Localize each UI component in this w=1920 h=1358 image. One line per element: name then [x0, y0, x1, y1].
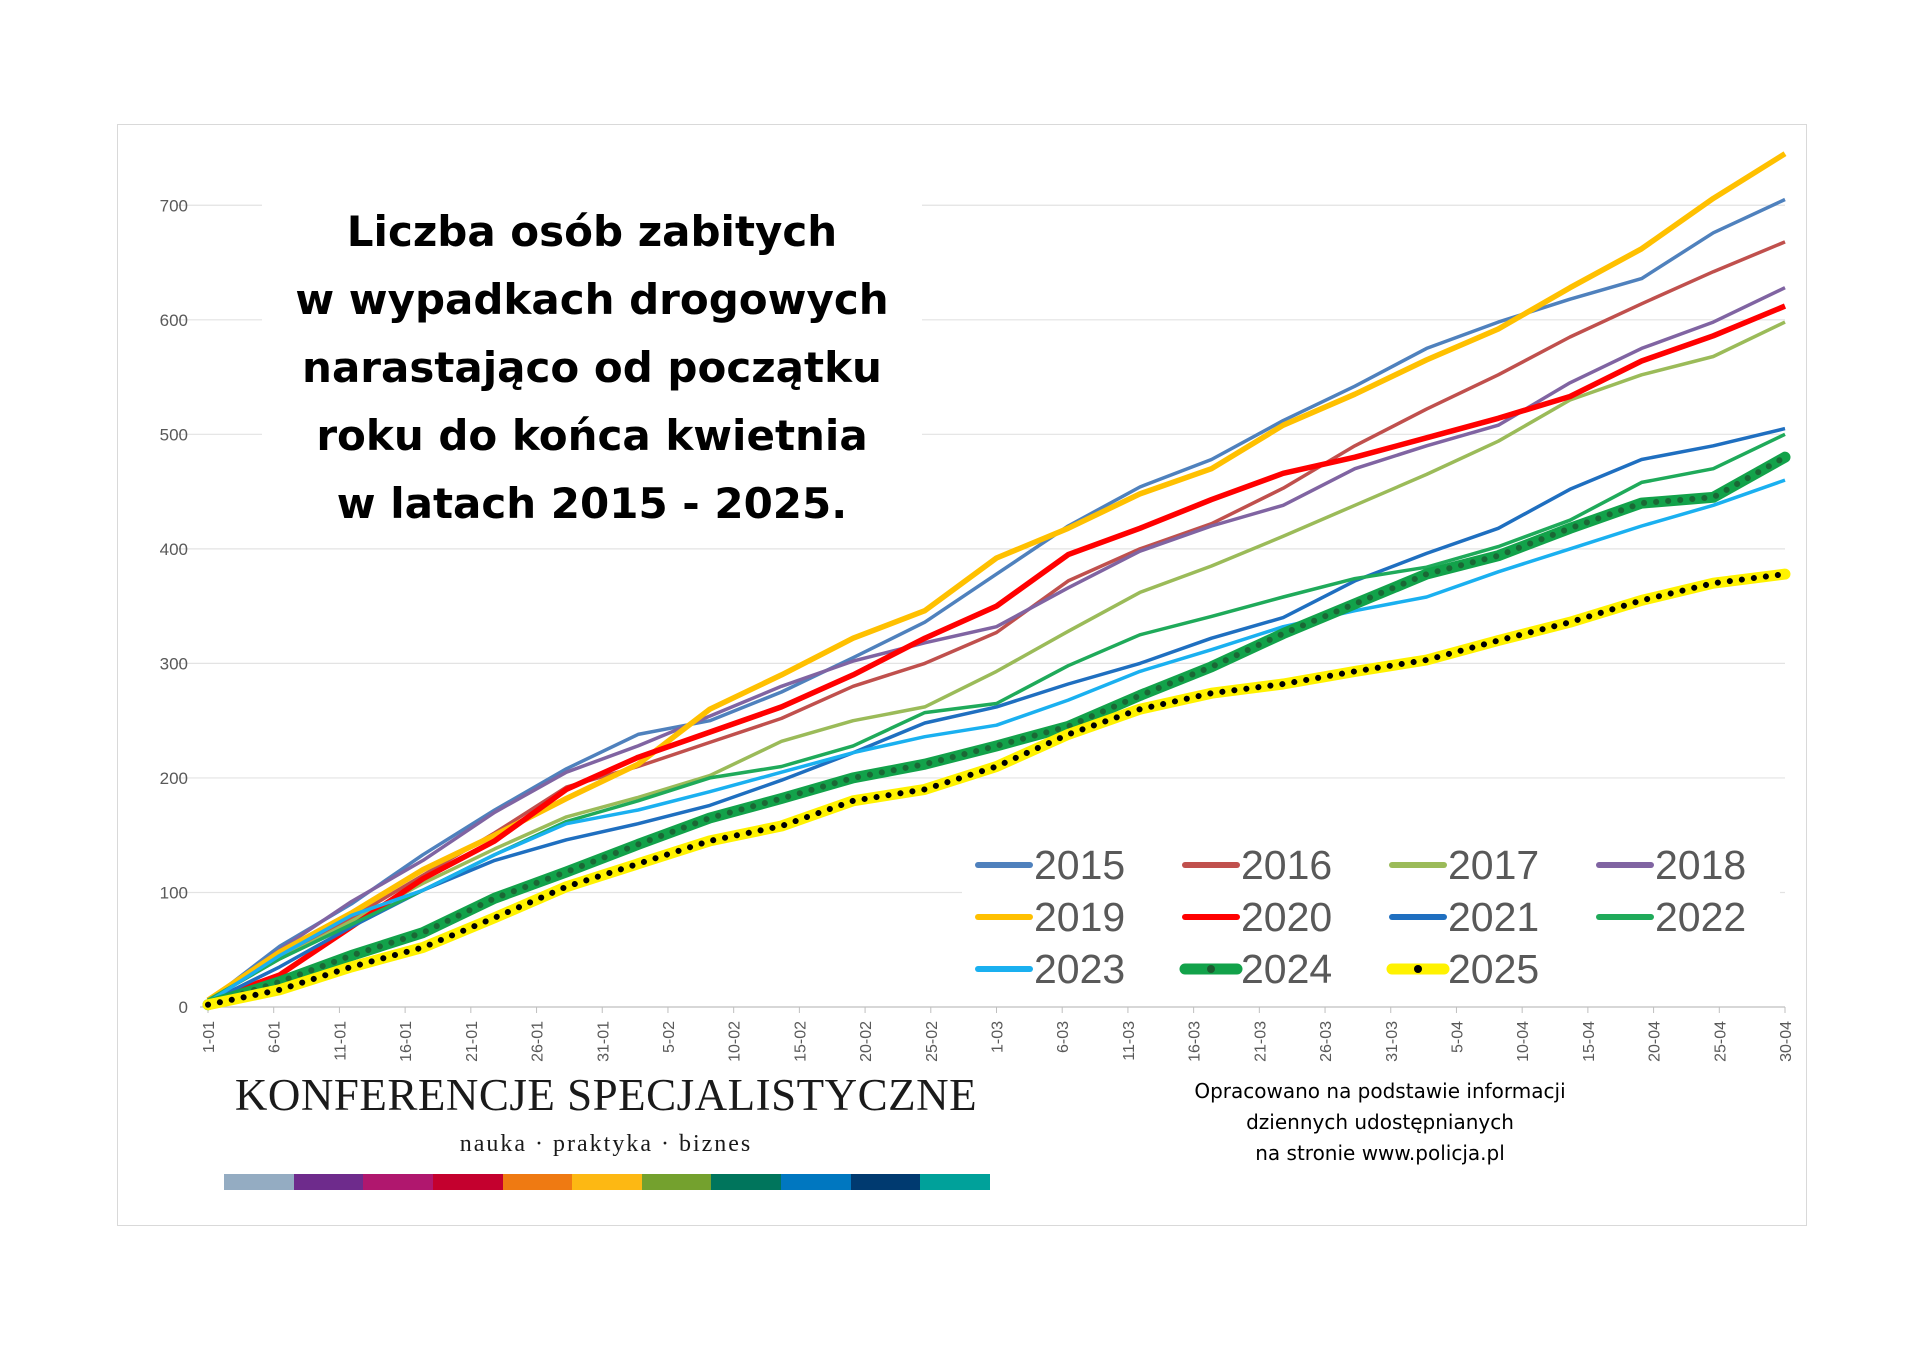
- brand-tagline: nauka · praktyka · biznes: [459, 1131, 753, 1157]
- x-tick-label: 11-03: [1121, 1021, 1138, 1061]
- legend-label-2015: 2015: [1034, 842, 1125, 888]
- x-tick-label: 10-02: [727, 1021, 744, 1062]
- series-dots-2024: [205, 454, 1788, 1008]
- x-tick-label: 20-02: [858, 1021, 875, 1062]
- source-line: na stronie www.policja.pl: [1255, 1141, 1505, 1165]
- x-tick-label: 16-01: [398, 1021, 415, 1062]
- legend-label-2019: 2019: [1034, 894, 1125, 940]
- x-tick-label: 1-03: [990, 1021, 1007, 1053]
- legend-label-2023: 2023: [1034, 946, 1125, 992]
- stripe-segment: [850, 1174, 921, 1190]
- legend-label-2022: 2022: [1655, 894, 1746, 940]
- legend-label-2016: 2016: [1241, 842, 1332, 888]
- series-line-2025: [202, 568, 1791, 1011]
- stripe-segment: [293, 1174, 364, 1190]
- brand-color-stripe: [224, 1174, 991, 1190]
- stripe-segment: [572, 1174, 642, 1190]
- x-tick-label: 31-03: [1384, 1021, 1401, 1062]
- legend-label-2021: 2021: [1448, 894, 1539, 940]
- x-tick-label: 6-03: [1055, 1021, 1072, 1053]
- stripe-segment: [920, 1174, 991, 1190]
- x-tick-label: 21-01: [464, 1021, 481, 1062]
- y-tick-label: 700: [160, 196, 188, 215]
- title-line: w latach 2015 - 2025.: [336, 479, 848, 528]
- x-tick-label: 25-02: [924, 1021, 941, 1062]
- x-tick-label: 30-04: [1778, 1021, 1795, 1062]
- source-line: Opracowano na podstawie informacji: [1194, 1079, 1566, 1103]
- y-tick-label: 300: [160, 654, 188, 673]
- title-line: roku do końca kwietnia: [316, 411, 868, 460]
- stripe-segment: [641, 1174, 712, 1190]
- stripe-segment: [432, 1174, 503, 1190]
- series-line-2020: [207, 303, 1787, 1004]
- brand-logo: KONFERENCJE SPECJALISTYCZNE nauka · prak…: [222, 1068, 990, 1160]
- stripe-segment: [711, 1174, 782, 1190]
- series-line-2017: [207, 320, 1786, 1002]
- stripe-segment: [363, 1174, 433, 1190]
- x-tick-label: 16-03: [1187, 1021, 1204, 1062]
- source-line: dziennych udostępnianych: [1246, 1110, 1514, 1134]
- stripe-segment: [502, 1174, 573, 1190]
- x-tick-label: 11-01: [332, 1021, 349, 1061]
- chart-title: Liczba osób zabitych w wypadkach drogowy…: [262, 198, 922, 538]
- legend-label-2018: 2018: [1655, 842, 1746, 888]
- y-tick-label: 200: [160, 769, 188, 788]
- legend-label-2025: 2025: [1448, 946, 1539, 992]
- series-line-2021: [207, 426, 1786, 1004]
- title-line: Liczba osób zabitych: [346, 207, 838, 256]
- x-tick-label: 25-04: [1712, 1021, 1729, 1062]
- x-tick-label: 5-02: [661, 1021, 678, 1053]
- y-tick-label: 600: [160, 311, 188, 330]
- legend-swatch-marker-2024: [1207, 965, 1215, 973]
- x-tick-label: 26-03: [1318, 1021, 1335, 1062]
- x-tick-label: 20-04: [1647, 1021, 1664, 1062]
- x-tick-label: 5-04: [1449, 1021, 1466, 1053]
- title-line: w wypadkach drogowych: [295, 275, 889, 324]
- y-tick-label: 400: [160, 540, 188, 559]
- y-tick-label: 500: [160, 425, 188, 444]
- x-tick-label: 15-02: [792, 1021, 809, 1062]
- series-lines: [202, 151, 1791, 1011]
- y-tick-label: 0: [179, 998, 188, 1017]
- title-line: narastająco od początku: [302, 343, 882, 392]
- legend-label-2024: 2024: [1241, 946, 1332, 992]
- x-tick-label: 10-04: [1515, 1021, 1532, 1062]
- x-tick-label: 26-01: [530, 1021, 547, 1062]
- x-tick-label: 1-01: [201, 1021, 218, 1053]
- series-line-2023: [207, 478, 1786, 1004]
- y-axis: 0 100 200 300 400 500 600 700: [160, 196, 188, 1017]
- x-tick-label: 6-01: [267, 1021, 284, 1053]
- x-tick-label: 21-03: [1252, 1021, 1269, 1062]
- source-note: Opracowano na podstawie informacji dzien…: [1150, 1076, 1610, 1169]
- legend-label-2020: 2020: [1241, 894, 1332, 940]
- stripe-segment: [781, 1174, 851, 1190]
- x-tick-label: 15-04: [1581, 1021, 1598, 1062]
- legend-swatch-marker-2025: [1414, 965, 1422, 973]
- x-tick-label: 31-01: [595, 1021, 612, 1062]
- legend-label-2017: 2017: [1448, 842, 1539, 888]
- legend: 2015 2016 2017 2018 2019 2020 2021 2022 2023 2024…: [962, 830, 1780, 1000]
- stripe-segment: [224, 1174, 294, 1190]
- brand-name: KONFERENCJE SPECJALISTYCZNE: [234, 1070, 978, 1120]
- x-axis: 1-01 6-01 11-01 16-01 21-01 26-01 31-01 5-02 10-…: [201, 1007, 1795, 1062]
- series-line-2019: [206, 151, 1787, 1003]
- y-tick-label: 100: [160, 883, 188, 902]
